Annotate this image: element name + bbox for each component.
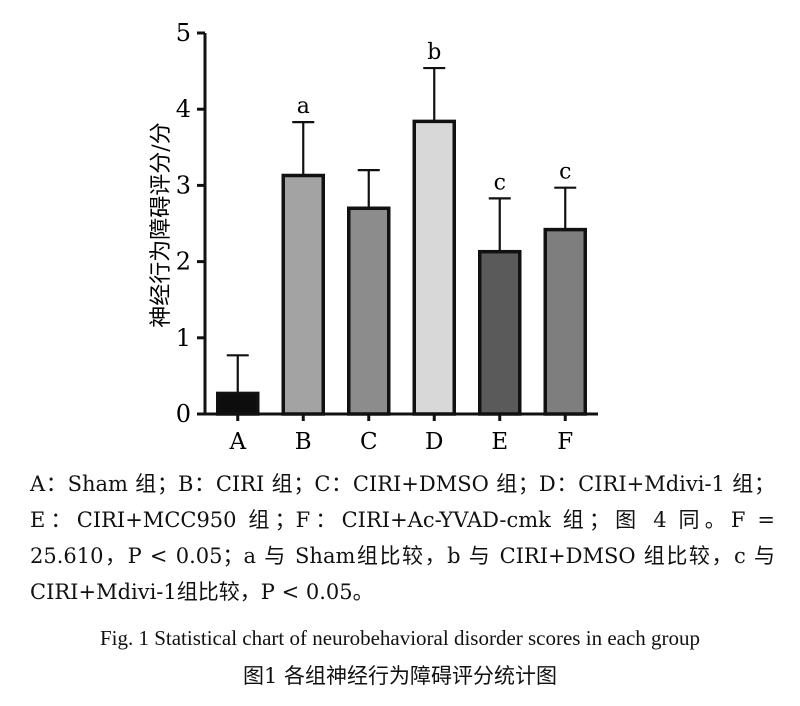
x-tick-label: C [360, 429, 378, 455]
significance-label: a [297, 94, 310, 119]
figure-caption-english: Fig. 1 Statistical chart of neurobehavio… [99, 626, 701, 650]
significance-label: c [494, 170, 506, 195]
significance-label: c [559, 160, 571, 185]
bar [412, 119, 456, 416]
axes: 0 1 2 3 4 5 [176, 19, 598, 428]
y-tick-label: 0 [176, 400, 191, 428]
x-tick-label: E [491, 429, 508, 455]
y-axis-label: 神经行为障碍评分/分 [149, 122, 174, 327]
y-tick-label: 4 [176, 95, 191, 123]
y-tick-label: 5 [176, 19, 191, 47]
bars: A Ba C Db Ec Fc [216, 40, 587, 455]
x-tick-label: B [295, 429, 312, 455]
x-tick-label: F [557, 429, 573, 455]
figure-note: A：Sham 组；B：CIRI 组；C：CIRI+DMSO 组；D：CIRI+M… [30, 472, 775, 604]
y-tick-label: 3 [176, 171, 191, 199]
bar [281, 173, 325, 416]
figure-caption-chinese: 图1 各组神经行为障碍评分统计图 [242, 664, 558, 688]
bar [543, 227, 587, 416]
bar [347, 206, 391, 416]
x-tick-label: A [228, 429, 246, 455]
y-tick-label: 1 [176, 324, 191, 352]
significance-label: b [427, 40, 441, 65]
bar [478, 249, 522, 416]
bar-chart: 0 1 2 3 4 5 A Ba C Db Ec Fc 神经行为障碍评分/分 [149, 19, 598, 455]
y-tick-label: 2 [176, 248, 191, 276]
x-tick-label: D [425, 429, 443, 455]
bar [216, 391, 260, 416]
